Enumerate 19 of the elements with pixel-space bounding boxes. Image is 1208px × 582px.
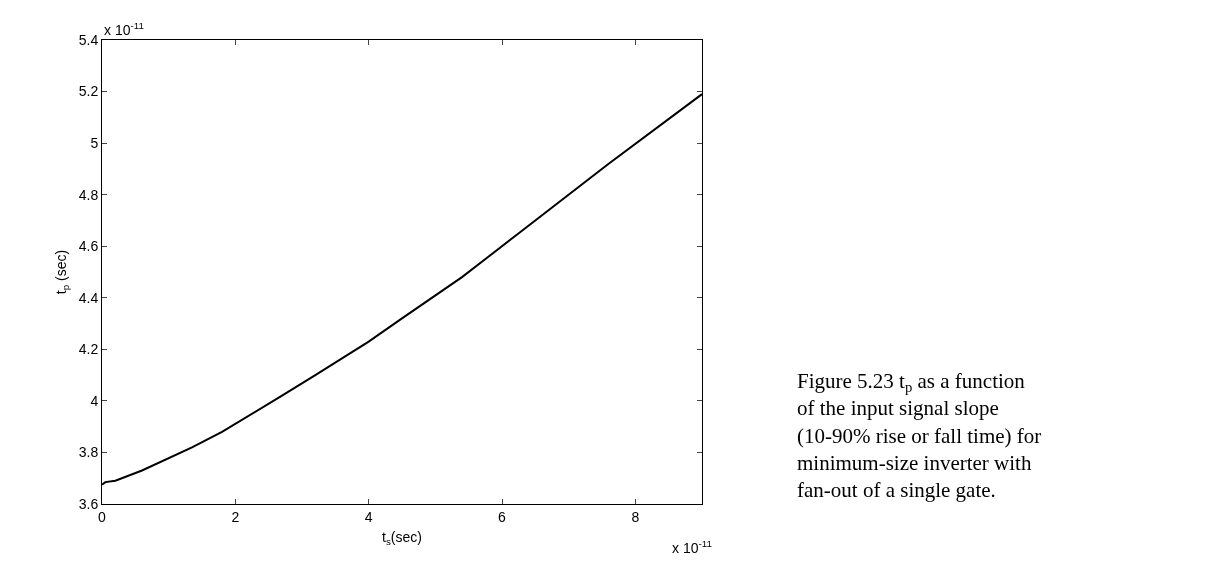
y-tick-label: 4.4 bbox=[78, 289, 99, 306]
y-tick-label: 5.4 bbox=[78, 31, 99, 48]
x-axis-title: t$_{s}$(sec) bbox=[382, 529, 422, 548]
y-tick-label: 4.2 bbox=[78, 341, 99, 358]
y-tick-label: 3.6 bbox=[78, 495, 99, 512]
x-tick-label: 0 bbox=[98, 508, 107, 525]
text: x 10$^{-11}$ bbox=[672, 538, 712, 556]
caption: Figure 5.23 t$_{p}$ as a function of the input signal slope (10-90% rise or fall time) for minimum-size inverter with fan-out of a single gate. bbox=[797, 369, 1042, 503]
text: x 10$^{-11}$ bbox=[104, 20, 144, 38]
y-tick-label: 3.8 bbox=[78, 444, 99, 461]
x-tick-label: 6 bbox=[498, 508, 507, 525]
x-tick-label: 4 bbox=[364, 508, 373, 525]
x-tick-label: 8 bbox=[631, 508, 640, 525]
y-tick-label: 4.8 bbox=[78, 186, 99, 203]
x-tick-label: 2 bbox=[231, 508, 240, 525]
y-tick-label: 4.6 bbox=[78, 238, 99, 255]
y-tick-label: 5 bbox=[90, 135, 99, 152]
y-tick-label: 4 bbox=[90, 392, 99, 409]
y-tick-label: 5.2 bbox=[78, 83, 99, 100]
